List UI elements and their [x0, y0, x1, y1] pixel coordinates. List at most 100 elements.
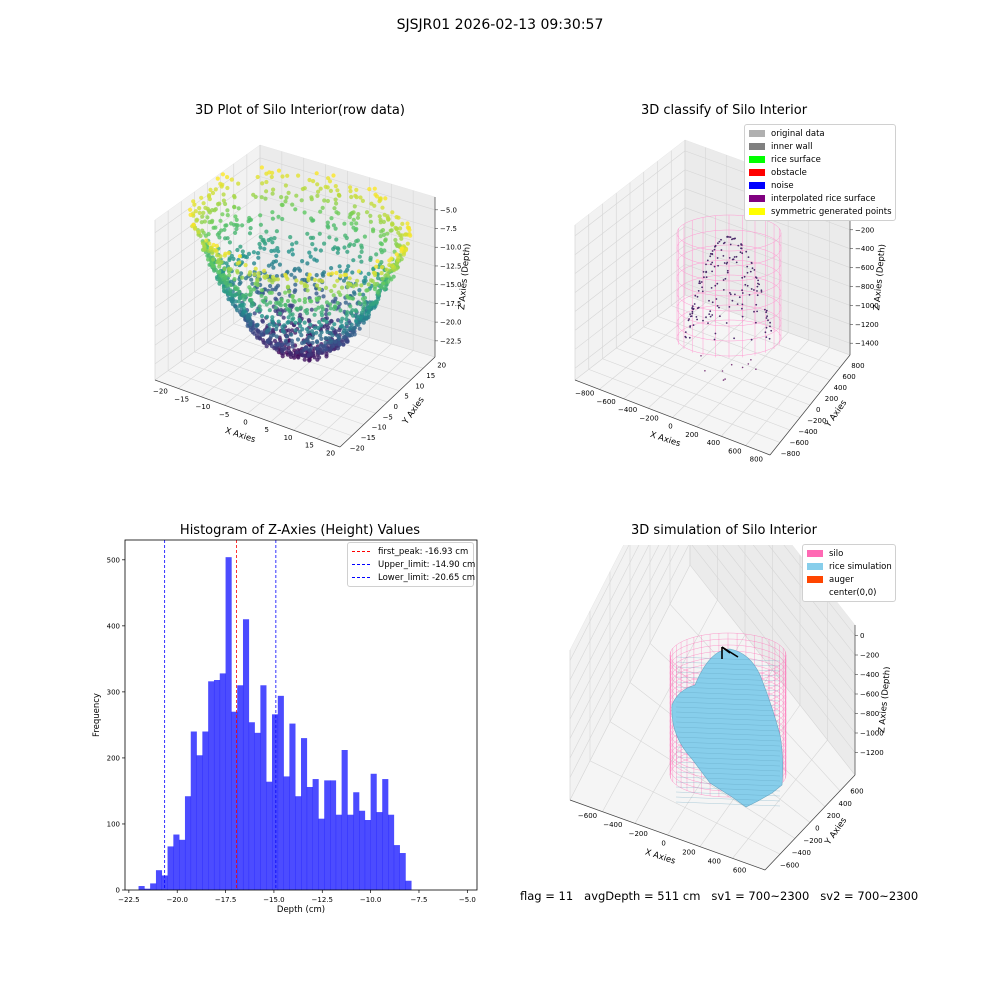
p1-point — [321, 294, 326, 299]
p1-point — [309, 195, 314, 200]
p2-point — [688, 318, 690, 320]
p1-point — [287, 289, 292, 294]
p1-point — [369, 278, 374, 283]
p1-point — [310, 340, 315, 345]
p1-point — [323, 347, 328, 352]
p2-point — [729, 293, 732, 296]
p1-zlabel: Z Axies (Depth) — [457, 243, 473, 310]
p1-point — [306, 352, 311, 357]
p1-scatter-points — [188, 165, 413, 363]
p1-point — [238, 244, 243, 249]
p1-point — [259, 293, 264, 298]
p1-point — [329, 216, 334, 221]
p1-point — [294, 240, 299, 245]
legend-entry: center(0,0) — [807, 586, 891, 599]
p1-point — [347, 243, 352, 248]
p3-bar — [254, 732, 261, 890]
p2-point — [705, 316, 707, 319]
p1-point — [318, 333, 323, 338]
p1-point — [313, 247, 318, 252]
p1-point — [274, 274, 279, 279]
p1-point — [289, 332, 294, 337]
p1-point — [332, 206, 337, 211]
p4-xtick: −200 — [629, 830, 648, 838]
p2-point — [722, 242, 725, 245]
p1-point — [357, 254, 362, 259]
p1-point — [206, 257, 211, 262]
p1-point — [218, 218, 223, 223]
p1-point — [315, 182, 320, 187]
p1-point — [308, 254, 313, 259]
p4-ytick: −200 — [803, 837, 822, 845]
p3-bar — [184, 796, 192, 890]
p2-point — [746, 271, 749, 274]
p1-point — [284, 334, 289, 339]
p4-xlabel: X Axies — [644, 847, 677, 866]
p1-point — [226, 250, 231, 256]
p1-point — [214, 243, 219, 248]
avg-depth-text: avgDepth = 511 cm — [584, 889, 701, 903]
p1-point — [312, 257, 317, 262]
p1-point — [325, 220, 330, 225]
p1-point — [303, 308, 308, 314]
p2-point — [740, 247, 743, 250]
p1-point — [266, 238, 271, 243]
p1-point — [322, 241, 327, 246]
p1-point — [294, 306, 299, 311]
p3-xtick: −10.0 — [360, 896, 381, 904]
p2-point — [746, 265, 749, 268]
p1-point — [260, 298, 265, 303]
p2-point — [726, 261, 729, 264]
p1-point — [201, 210, 206, 215]
p1-point — [338, 269, 343, 274]
p1-point — [265, 338, 270, 344]
p2-point — [709, 310, 712, 313]
p2-point — [751, 267, 754, 270]
p1-point — [220, 212, 225, 217]
legend-entry: original data — [749, 127, 891, 140]
p1-point — [227, 273, 232, 278]
p1-point — [323, 184, 328, 189]
p1-point — [361, 292, 366, 297]
p3-bar — [364, 820, 371, 890]
p1-point — [264, 229, 269, 234]
p1-point — [290, 328, 295, 333]
p2-point — [692, 324, 695, 326]
p1-point — [285, 320, 290, 325]
p1-point — [263, 295, 268, 301]
p1-point — [258, 245, 263, 250]
p1-point — [286, 315, 291, 320]
p2-point — [709, 252, 712, 255]
p3-bar — [179, 839, 186, 890]
p2-point — [719, 315, 721, 318]
p1-point — [297, 317, 302, 322]
p2-point — [760, 291, 763, 293]
p1-point — [236, 206, 241, 211]
p1-point — [354, 221, 359, 226]
p2-point — [740, 243, 743, 246]
p2-point — [723, 262, 726, 264]
p2-point — [750, 359, 752, 361]
p1-point — [391, 274, 396, 279]
p1-point — [359, 249, 364, 254]
p1-point — [377, 199, 382, 204]
p3-bar — [283, 776, 290, 890]
p1-point — [237, 254, 242, 259]
panel4-legend: silo rice simulation auger center(0,0) — [802, 544, 896, 602]
p1-point — [335, 250, 340, 255]
p1-point — [272, 236, 277, 241]
p2-point — [764, 308, 766, 311]
p1-point — [300, 186, 305, 192]
p4-ytick: −400 — [792, 849, 811, 857]
p1-point — [248, 321, 253, 327]
p1-point — [255, 308, 260, 313]
sv1-text: sv1 = 700~2300 — [711, 889, 810, 903]
p1-point — [242, 309, 247, 314]
p1-point — [333, 339, 338, 344]
p1-point — [352, 204, 357, 209]
p3-ytick: 0 — [116, 887, 120, 895]
p3-bar — [312, 779, 319, 890]
p2-point — [756, 290, 758, 292]
p1-ytick: −10 — [372, 424, 387, 432]
p1-point — [380, 205, 385, 210]
